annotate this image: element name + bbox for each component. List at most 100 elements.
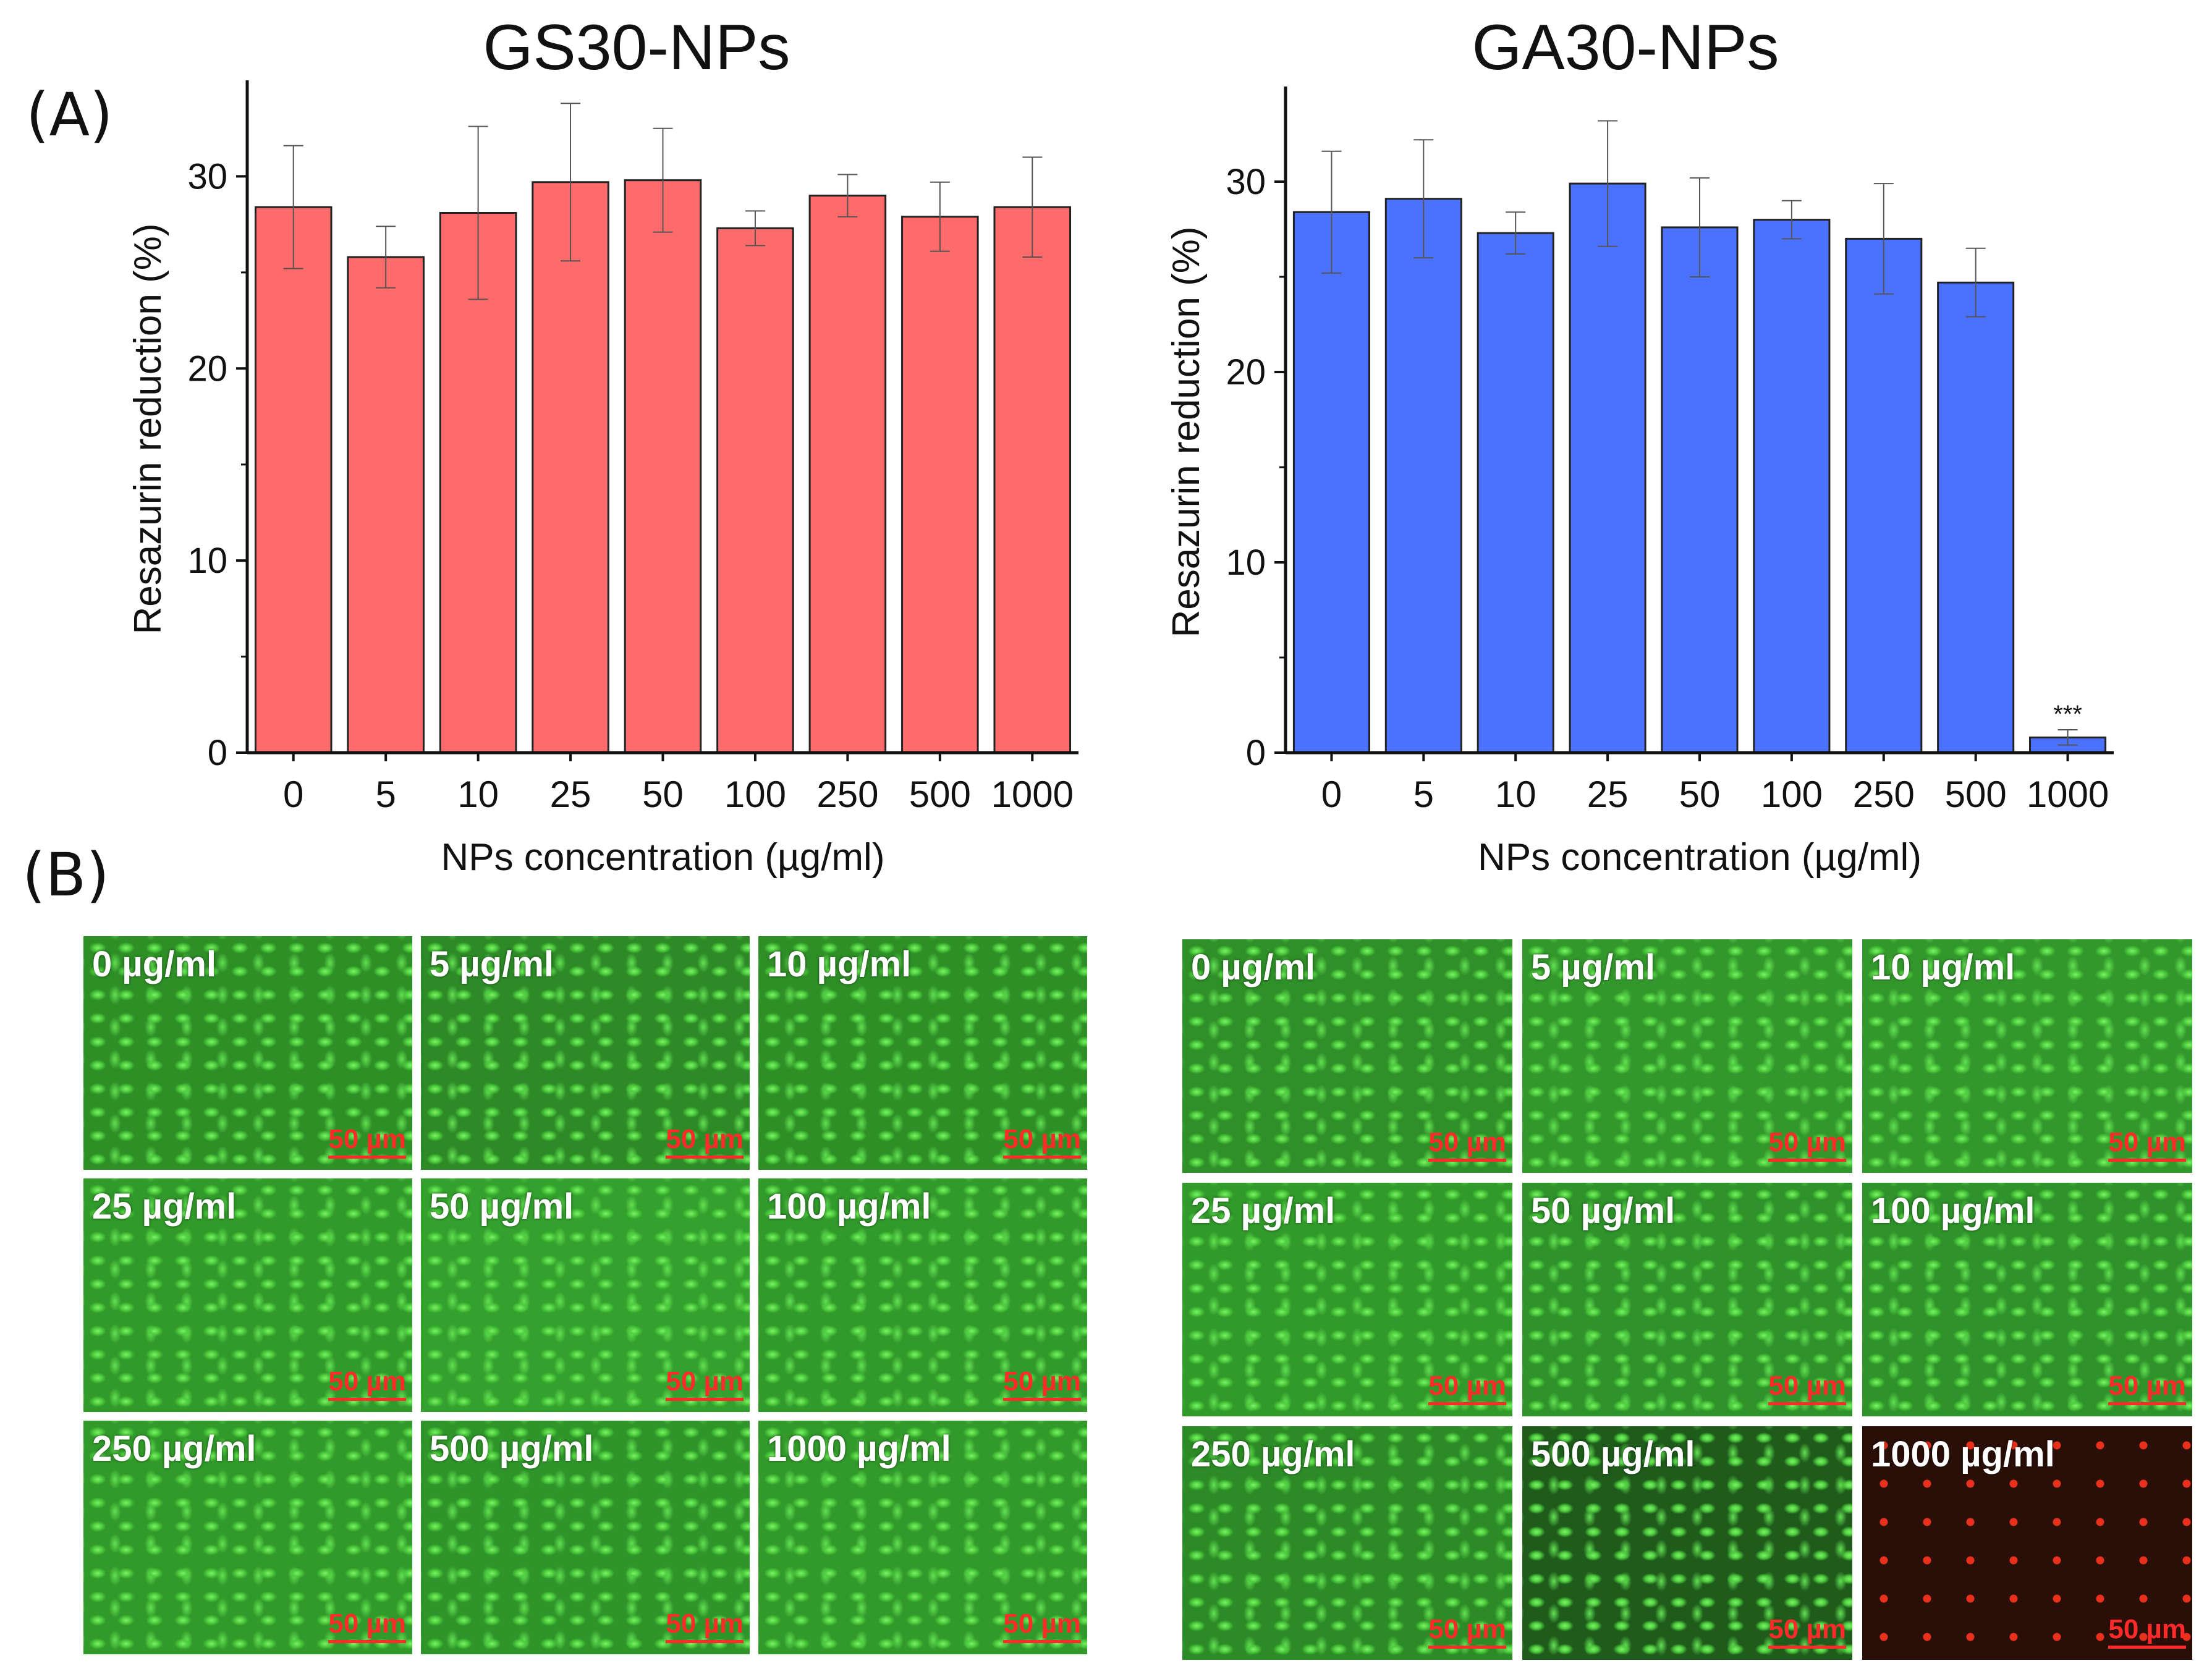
y-tick-label-ga30-20: 20: [1226, 352, 1266, 392]
bar-gs30-0: [254, 206, 333, 754]
micrograph-gs30-1: 0 µg/ml 50 µm: [83, 936, 412, 1170]
x-tick-label-ga30-500: 500: [1945, 774, 2007, 815]
micrograph-gs30-6: 100 µg/ml 50 µm: [758, 1178, 1087, 1412]
micrograph-label: 100 µg/ml: [1871, 1191, 2035, 1231]
micrograph-label: 250 µg/ml: [92, 1429, 256, 1469]
scale-bar: 50 µm: [2108, 1129, 2186, 1162]
scale-bar: 50 µm: [1003, 1610, 1081, 1643]
bar-ga30-500: [1937, 281, 2015, 754]
micrograph-ga30-3: 10 µg/ml 50 µm: [1862, 939, 2192, 1173]
micrograph-label: 25 µg/ml: [1191, 1191, 1336, 1231]
y-tick-label-gs30-10: 10: [187, 541, 227, 581]
scale-bar-line: [1428, 1159, 1506, 1162]
scale-bar-label: 50 µm: [1428, 1127, 1506, 1157]
x-tick-label-gs30-5: 5: [375, 774, 396, 815]
scale-bar: 50 µm: [666, 1368, 744, 1401]
x-tick-label-ga30-0: 0: [1321, 774, 1342, 815]
x-tick-label-ga30-250: 250: [1853, 774, 1915, 815]
bar-gs30-10: [439, 211, 517, 754]
scale-bar-line: [666, 1398, 744, 1401]
micrograph-label: 0 µg/ml: [92, 944, 217, 984]
micrograph-label: 5 µg/ml: [1531, 947, 1656, 987]
scale-bar-line: [2108, 1646, 2186, 1649]
micrograph-label: 10 µg/ml: [1871, 947, 2015, 987]
scale-bar-line: [1428, 1402, 1506, 1405]
micrograph-label: 500 µg/ml: [1531, 1434, 1695, 1474]
chart-ga30: GA30-NPs 0 5 10 25 50 100 250 500 *** 1000 0 10 20 30 N…: [1165, 12, 2114, 879]
micrograph-ga30-7: 250 µg/ml 50 µm: [1182, 1426, 1512, 1660]
micrograph-gs30-4: 25 µg/ml 50 µm: [83, 1178, 412, 1412]
chart-title-gs30: GS30-NPs: [483, 12, 790, 83]
y-tick-label-ga30-10: 10: [1226, 543, 1266, 583]
scale-bar-line: [1428, 1646, 1506, 1649]
micrograph-label: 50 µg/ml: [1531, 1191, 1676, 1231]
y-axis-label-ga30: Resazurin reduction (%): [1165, 226, 1208, 637]
scale-bar-label: 50 µm: [2108, 1614, 2186, 1644]
x-tick-label-gs30-500: 500: [909, 774, 971, 815]
micrograph-gs30-7: 250 µg/ml 50 µm: [83, 1421, 412, 1654]
y-tick-label-gs30-30: 30: [187, 156, 227, 197]
scale-bar-line: [666, 1156, 744, 1159]
x-tick-label-gs30-25: 25: [550, 774, 591, 815]
y-tick-label-ga30-30: 30: [1226, 162, 1266, 202]
micrograph-ga30-2: 5 µg/ml 50 µm: [1522, 939, 1852, 1173]
x-tick-label-ga30-10: 10: [1495, 774, 1536, 815]
scale-bar-line: [328, 1156, 406, 1159]
bar-ga30-100: [1753, 219, 1831, 754]
scale-bar-label: 50 µm: [1003, 1124, 1081, 1154]
scale-bar-label: 50 µm: [666, 1609, 744, 1639]
micrograph-gs30-5: 50 µg/ml 50 µm: [421, 1178, 750, 1412]
x-tick-label-gs30-250: 250: [816, 774, 878, 815]
scale-bar: 50 µm: [328, 1368, 406, 1401]
significance-ga30-1000: ***: [2053, 701, 2082, 728]
x-tick-label-gs30-1000: 1000: [991, 774, 1074, 815]
micrograph-label: 250 µg/ml: [1191, 1434, 1355, 1474]
scale-bar: 50 µm: [1428, 1129, 1506, 1162]
scale-bar-label: 50 µm: [1768, 1371, 1846, 1401]
scale-bar-line: [1003, 1156, 1081, 1159]
scale-bar-line: [1768, 1402, 1846, 1405]
x-axis-label-gs30: NPs concentration (µg/ml): [441, 836, 885, 879]
micrograph-gs30-2: 5 µg/ml 50 µm: [421, 936, 750, 1170]
micrograph-ga30-8: 500 µg/ml 50 µm: [1522, 1426, 1852, 1660]
x-tick-label-gs30-100: 100: [724, 774, 786, 815]
micrograph-label: 50 µg/ml: [430, 1186, 574, 1227]
scale-bar-line: [1768, 1159, 1846, 1162]
micrograph-gs30-9: 1000 µg/ml 50 µm: [758, 1421, 1087, 1654]
panel-label-a: (A): [26, 80, 113, 150]
bar-ga30-5: [1384, 198, 1462, 754]
scale-bar-label: 50 µm: [666, 1366, 744, 1397]
micrograph-gs30-3: 10 µg/ml 50 µm: [758, 936, 1087, 1170]
y-tick-label-gs30-0: 0: [208, 733, 227, 773]
scale-bar: 50 µm: [1768, 1616, 1846, 1649]
scale-bar-label: 50 µm: [1428, 1614, 1506, 1644]
scale-bar-label: 50 µm: [1003, 1609, 1081, 1639]
scale-bar: 50 µm: [666, 1610, 744, 1643]
bar-gs30-1000: [993, 206, 1072, 754]
bar-gs30-50: [624, 179, 702, 754]
micrograph-ga30-4: 25 µg/ml 50 µm: [1182, 1183, 1512, 1416]
bar-ga30-250: [1845, 237, 1923, 754]
scale-bar: 50 µm: [2108, 1616, 2186, 1649]
scale-bar-line: [2108, 1159, 2186, 1162]
scale-bar-line: [1003, 1398, 1081, 1401]
image-grid-gs30: 0 µg/ml 50 µm 5 µg/ml 50 µm 10 µg/ml 50 µm 25 …: [83, 936, 1087, 1654]
scale-bar-label: 50 µm: [1428, 1371, 1506, 1401]
micrograph-label: 1000 µg/ml: [767, 1429, 951, 1469]
scale-bar: 50 µm: [328, 1610, 406, 1643]
scale-bar-label: 50 µm: [328, 1609, 406, 1639]
x-tick-label-gs30-10: 10: [457, 774, 499, 815]
scale-bar-label: 50 µm: [1768, 1127, 1846, 1157]
micrograph-ga30-1: 0 µg/ml 50 µm: [1182, 939, 1512, 1173]
chart-title-ga30: GA30-NPs: [1472, 12, 1779, 83]
micrograph-label: 500 µg/ml: [430, 1429, 594, 1469]
scale-bar-line: [328, 1398, 406, 1401]
micrograph-ga30-6: 100 µg/ml 50 µm: [1862, 1183, 2192, 1416]
x-tick-label-gs30-0: 0: [283, 774, 303, 815]
scale-bar-label: 50 µm: [666, 1124, 744, 1154]
y-tick-label-ga30-0: 0: [1246, 733, 1266, 773]
scale-bar: 50 µm: [2108, 1372, 2186, 1405]
x-axis-label-ga30: NPs concentration (µg/ml): [1478, 836, 1922, 879]
scale-bar-label: 50 µm: [328, 1124, 406, 1154]
